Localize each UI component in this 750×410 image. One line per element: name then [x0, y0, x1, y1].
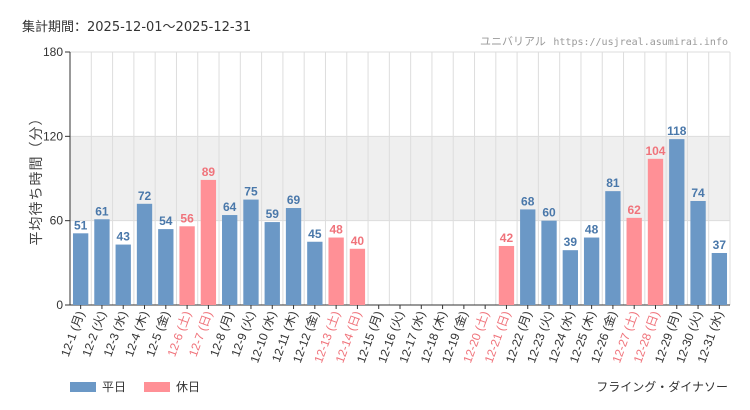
bar: [136, 203, 153, 305]
bar: [349, 248, 366, 305]
legend-item-weekday[interactable]: 平日: [70, 378, 126, 395]
bar: [562, 250, 578, 305]
data-label: 61: [95, 204, 109, 218]
data-label: 56: [180, 211, 194, 225]
data-label: 40: [351, 234, 365, 248]
bar: [179, 226, 195, 305]
data-label: 42: [500, 231, 514, 245]
bar: [520, 209, 536, 305]
data-label: 39: [564, 235, 578, 249]
bar: [647, 158, 664, 305]
legend-swatch-holiday: [144, 381, 171, 392]
y-tick-label: 0: [56, 298, 63, 312]
data-label: 43: [117, 230, 131, 244]
data-label: 64: [223, 200, 237, 214]
period-label: 集計期間：2025-12-01〜2025-12-31: [22, 20, 252, 35]
data-label: 60: [542, 206, 556, 220]
data-label: 74: [691, 186, 705, 200]
bar: [158, 229, 174, 305]
bar: [498, 245, 515, 305]
data-label: 45: [308, 227, 322, 241]
attraction-name: フライング・ダイナソー: [596, 380, 728, 394]
data-label: 51: [74, 218, 88, 232]
data-label: 59: [266, 207, 280, 221]
bar: [72, 233, 89, 305]
bar: [690, 200, 706, 305]
legend: 平日 休日: [70, 378, 218, 395]
bar: [711, 252, 728, 305]
data-label: 62: [628, 203, 642, 217]
bar: [605, 191, 621, 305]
y-tick-label: 120: [43, 129, 63, 143]
y-tick-label: 180: [43, 45, 63, 59]
bar: [200, 179, 217, 305]
site-name: ユニバリアル: [480, 35, 546, 48]
data-label: 75: [244, 185, 258, 199]
data-label: 104: [645, 144, 665, 158]
bar: [243, 199, 259, 305]
data-label: 48: [585, 223, 599, 237]
bar: [264, 222, 280, 305]
bar: [669, 139, 685, 305]
bar: [94, 219, 110, 305]
bar: [583, 237, 600, 305]
bar: [307, 241, 323, 305]
data-label: 118: [667, 124, 687, 138]
legend-label-holiday: 休日: [176, 380, 201, 394]
data-label: 48: [329, 223, 343, 237]
data-label: 37: [713, 238, 727, 252]
site-credit: ユニバリアル https://usjreal.asumirai.info: [480, 33, 728, 49]
data-label: 68: [521, 194, 535, 208]
data-label: 89: [202, 165, 216, 179]
bar: [626, 217, 642, 305]
bar: [285, 208, 302, 305]
data-label: 72: [138, 189, 152, 203]
y-tick-label: 60: [50, 214, 64, 228]
legend-item-holiday[interactable]: 休日: [144, 378, 200, 395]
bar: [328, 237, 344, 305]
data-label: 69: [287, 193, 301, 207]
legend-label-weekday: 平日: [102, 380, 127, 394]
legend-swatch-weekday: [70, 381, 96, 392]
data-label: 54: [159, 214, 173, 228]
bar: [115, 244, 131, 305]
site-url[interactable]: https://usjreal.asumirai.info: [553, 37, 728, 48]
bar: [541, 220, 557, 305]
bar: [222, 215, 238, 305]
data-label: 81: [606, 176, 620, 190]
